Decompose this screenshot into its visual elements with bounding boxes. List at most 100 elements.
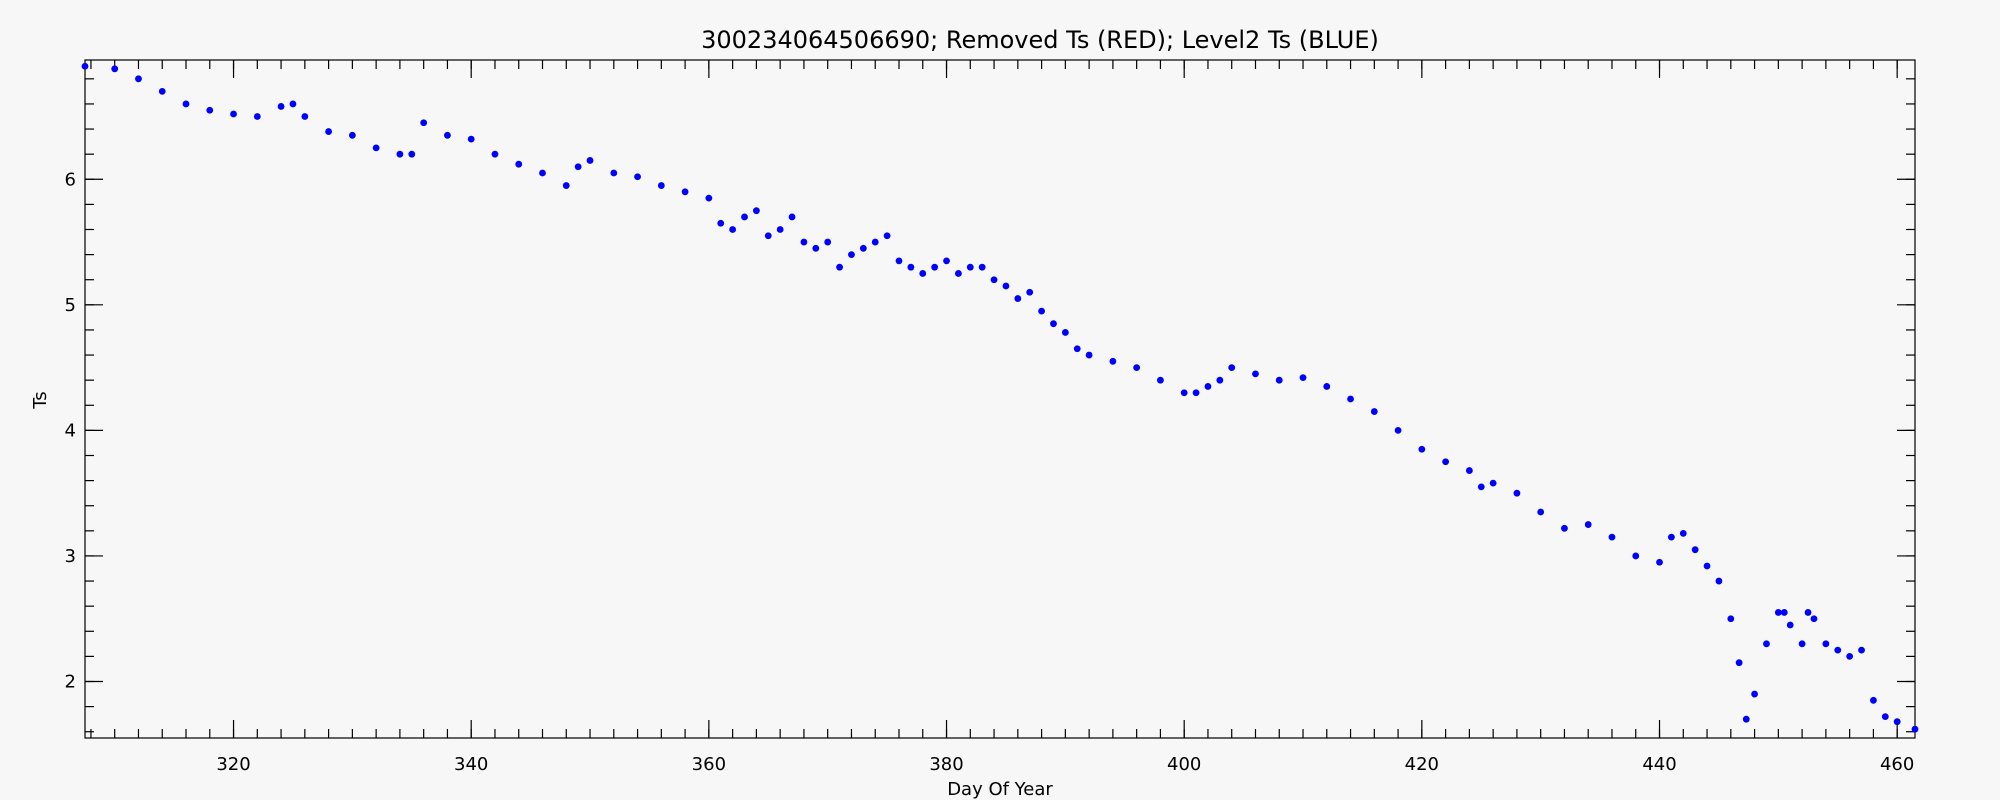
data-point — [871, 238, 879, 246]
data-point — [1133, 364, 1141, 372]
data-point — [919, 270, 927, 277]
data-point — [1477, 483, 1485, 491]
data-point — [1780, 609, 1788, 616]
data-point — [966, 263, 974, 271]
chart-title: 300234064506690; Removed Ts (RED); Level… — [701, 26, 1379, 54]
data-points — [81, 62, 1919, 733]
data-point — [1157, 376, 1164, 384]
data-point — [1822, 640, 1830, 648]
data-point — [1632, 552, 1640, 560]
x-tick-label: 460 — [1880, 754, 1914, 775]
data-point — [1804, 609, 1812, 616]
data-point — [1911, 725, 1919, 733]
data-point — [1798, 640, 1806, 648]
data-point — [420, 119, 428, 127]
data-point — [1204, 383, 1212, 390]
data-point — [1763, 640, 1770, 648]
y-tick-label: 6 — [65, 169, 76, 190]
x-axis-label: Day Of Year — [947, 779, 1053, 800]
data-point — [1216, 376, 1224, 384]
data-point — [1703, 562, 1711, 570]
y-tick-label: 4 — [65, 420, 76, 441]
data-point — [1715, 577, 1723, 585]
data-point — [1751, 690, 1758, 698]
data-point — [1109, 357, 1117, 365]
data-point — [1667, 533, 1675, 541]
data-point — [1774, 609, 1782, 616]
data-point — [1275, 376, 1283, 384]
data-point — [824, 238, 832, 246]
data-point — [325, 128, 333, 135]
data-point — [182, 100, 190, 108]
data-point — [1180, 389, 1188, 397]
data-point — [895, 257, 903, 265]
data-point — [1085, 351, 1093, 359]
data-point — [539, 169, 546, 177]
data-point — [396, 150, 404, 158]
data-point — [1489, 479, 1497, 487]
data-point — [372, 144, 380, 152]
data-point — [515, 160, 523, 168]
data-point — [776, 226, 784, 233]
data-point — [277, 103, 285, 110]
y-tick-labels: 2 3 4 5 6 — [65, 169, 76, 692]
data-point — [1394, 426, 1402, 434]
data-point — [705, 194, 713, 202]
data-point — [1014, 295, 1022, 302]
data-point — [1679, 529, 1687, 537]
data-point — [1656, 558, 1663, 566]
data-point — [943, 257, 950, 265]
data-point — [491, 150, 499, 158]
data-point — [408, 150, 416, 158]
data-point — [1870, 696, 1877, 704]
data-point — [717, 219, 725, 227]
data-point — [158, 87, 166, 95]
x-tick-label: 420 — [1405, 754, 1439, 775]
data-point — [1561, 524, 1568, 532]
data-point — [562, 182, 570, 189]
data-point — [1073, 345, 1081, 353]
data-point — [610, 169, 618, 177]
data-point — [1347, 395, 1354, 403]
data-point — [574, 163, 582, 171]
data-point — [301, 113, 309, 120]
data-point — [1026, 288, 1034, 296]
data-point — [1061, 329, 1069, 336]
data-point — [741, 213, 748, 221]
x-tick-label: 400 — [1167, 754, 1201, 775]
axis-ticks — [85, 60, 1915, 738]
data-point — [634, 173, 641, 181]
data-point — [586, 157, 594, 164]
data-point — [978, 263, 986, 271]
data-point — [990, 276, 998, 284]
data-point — [931, 263, 939, 271]
data-point — [1465, 467, 1473, 474]
data-point — [1537, 508, 1545, 516]
data-point — [1513, 489, 1521, 497]
data-point — [1252, 370, 1259, 378]
data-point — [1881, 713, 1889, 721]
plot-frame — [84, 59, 1916, 739]
data-point — [1727, 615, 1735, 623]
data-point — [1228, 364, 1236, 372]
y-axis-label: Ts — [30, 391, 51, 409]
x-tick-label: 340 — [454, 754, 488, 775]
data-point — [764, 232, 772, 240]
data-point — [836, 263, 843, 271]
data-point — [1442, 458, 1450, 466]
data-point — [1323, 383, 1331, 390]
data-point — [657, 182, 665, 189]
data-point — [1370, 408, 1378, 415]
x-tick-label: 380 — [929, 754, 963, 775]
data-point — [1846, 652, 1854, 660]
y-tick-label: 2 — [65, 672, 76, 693]
data-point — [1299, 374, 1307, 382]
data-point — [800, 238, 808, 246]
data-point — [467, 135, 475, 143]
data-point — [1038, 307, 1045, 315]
data-point — [1735, 659, 1743, 667]
data-point — [1691, 546, 1699, 554]
data-point — [253, 113, 261, 120]
data-point — [1810, 615, 1818, 623]
